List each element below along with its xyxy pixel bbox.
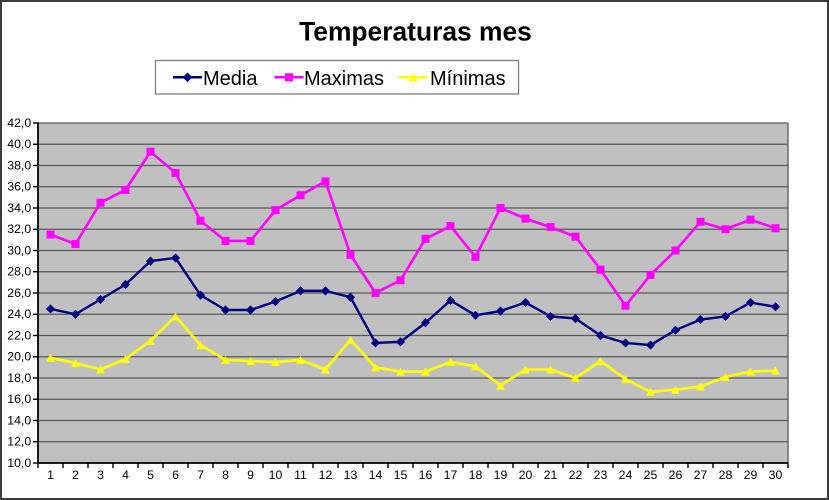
svg-text:11: 11 xyxy=(294,468,307,482)
svg-text:24,0: 24,0 xyxy=(7,307,31,321)
svg-text:3: 3 xyxy=(97,468,104,482)
svg-text:12: 12 xyxy=(319,468,333,482)
svg-text:30: 30 xyxy=(769,468,783,482)
svg-text:18: 18 xyxy=(469,468,483,482)
svg-text:Maximas: Maximas xyxy=(304,68,384,90)
svg-text:23: 23 xyxy=(594,468,608,482)
svg-text:28: 28 xyxy=(719,468,733,482)
svg-text:22: 22 xyxy=(569,468,583,482)
svg-text:Mínimas: Mínimas xyxy=(430,68,506,90)
svg-text:27: 27 xyxy=(694,468,708,482)
svg-text:8: 8 xyxy=(222,468,229,482)
svg-text:29: 29 xyxy=(744,468,758,482)
svg-text:4: 4 xyxy=(122,468,129,482)
svg-text:20,0: 20,0 xyxy=(7,350,31,364)
svg-text:36,0: 36,0 xyxy=(7,180,31,194)
svg-text:20: 20 xyxy=(519,468,533,482)
svg-text:9: 9 xyxy=(247,468,254,482)
svg-text:34,0: 34,0 xyxy=(7,201,31,215)
svg-text:30,0: 30,0 xyxy=(7,243,31,257)
svg-text:14,0: 14,0 xyxy=(7,413,31,427)
svg-text:Media: Media xyxy=(203,68,258,90)
svg-text:25: 25 xyxy=(644,468,658,482)
svg-text:7: 7 xyxy=(197,468,204,482)
svg-text:6: 6 xyxy=(172,468,179,482)
svg-text:2: 2 xyxy=(72,468,79,482)
svg-text:15: 15 xyxy=(394,468,408,482)
svg-text:28,0: 28,0 xyxy=(7,265,31,279)
svg-text:24: 24 xyxy=(619,468,633,482)
svg-text:18,0: 18,0 xyxy=(7,371,31,385)
svg-text:5: 5 xyxy=(147,468,154,482)
svg-text:38,0: 38,0 xyxy=(7,158,31,172)
svg-text:32,0: 32,0 xyxy=(7,222,31,236)
svg-text:42,0: 42,0 xyxy=(7,116,31,130)
svg-text:26,0: 26,0 xyxy=(7,286,31,300)
svg-text:Temperaturas mes: Temperaturas mes xyxy=(299,17,532,47)
svg-text:17: 17 xyxy=(444,468,458,482)
svg-text:40,0: 40,0 xyxy=(7,137,31,151)
svg-text:26: 26 xyxy=(669,468,683,482)
svg-text:10,0: 10,0 xyxy=(7,456,31,470)
svg-text:10: 10 xyxy=(269,468,283,482)
svg-text:22,0: 22,0 xyxy=(7,328,31,342)
svg-text:1: 1 xyxy=(47,468,54,482)
svg-text:19: 19 xyxy=(494,468,508,482)
svg-text:16: 16 xyxy=(419,468,433,482)
svg-text:21: 21 xyxy=(544,468,558,482)
svg-text:14: 14 xyxy=(369,468,383,482)
svg-text:12,0: 12,0 xyxy=(7,435,31,449)
svg-text:16,0: 16,0 xyxy=(7,392,31,406)
svg-text:13: 13 xyxy=(344,468,358,482)
